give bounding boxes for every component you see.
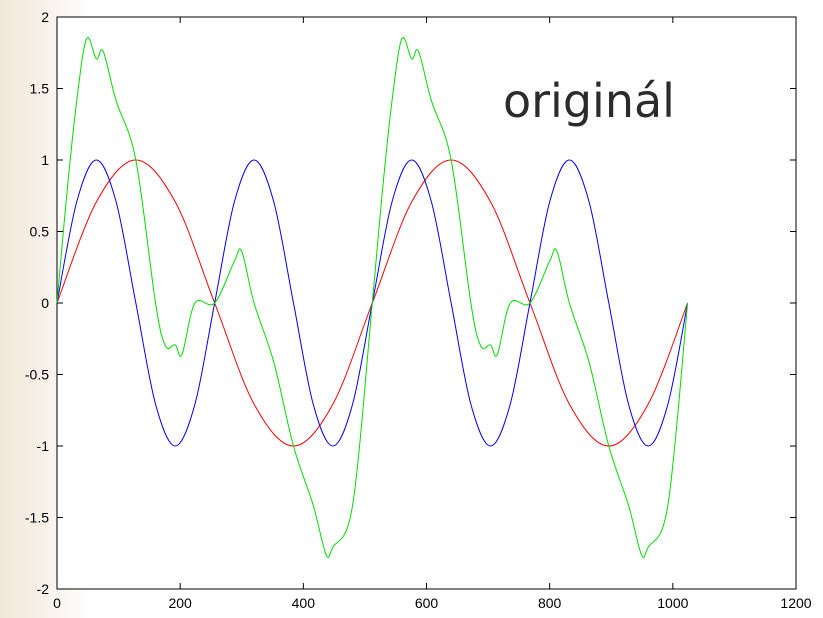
y-tick-label: 2 bbox=[41, 9, 49, 25]
x-tick-label: 400 bbox=[292, 595, 316, 611]
ticks-layer bbox=[56, 16, 797, 590]
y-tick-label: -2 bbox=[37, 581, 50, 597]
x-tick-labels: 0 200 400 600 800 1000 1200 bbox=[53, 595, 812, 611]
y-tick-label: -0.5 bbox=[25, 367, 49, 383]
x-tick-label: 1200 bbox=[780, 595, 811, 611]
x-tick-label: 800 bbox=[538, 595, 562, 611]
y-tick-label: 1 bbox=[41, 152, 49, 168]
plot-area bbox=[56, 16, 797, 590]
y-tick-label: -1.5 bbox=[25, 510, 49, 526]
y-tick-label: -1 bbox=[37, 438, 50, 454]
x-tick-label: 600 bbox=[415, 595, 439, 611]
annotation-original: originál bbox=[503, 74, 675, 128]
y-tick-labels: 2 1.5 1 0.5 0 -0.5 -1 -1.5 -2 bbox=[25, 9, 49, 597]
series-layer bbox=[56, 37, 689, 559]
x-tick-label: 1000 bbox=[657, 595, 688, 611]
y-tick-label: 0.5 bbox=[30, 224, 50, 240]
series-line-3 bbox=[56, 37, 689, 559]
x-tick-label: 200 bbox=[168, 595, 192, 611]
y-tick-label: 1.5 bbox=[30, 81, 50, 97]
x-tick-label: 0 bbox=[53, 595, 61, 611]
y-tick-label: 0 bbox=[41, 295, 49, 311]
